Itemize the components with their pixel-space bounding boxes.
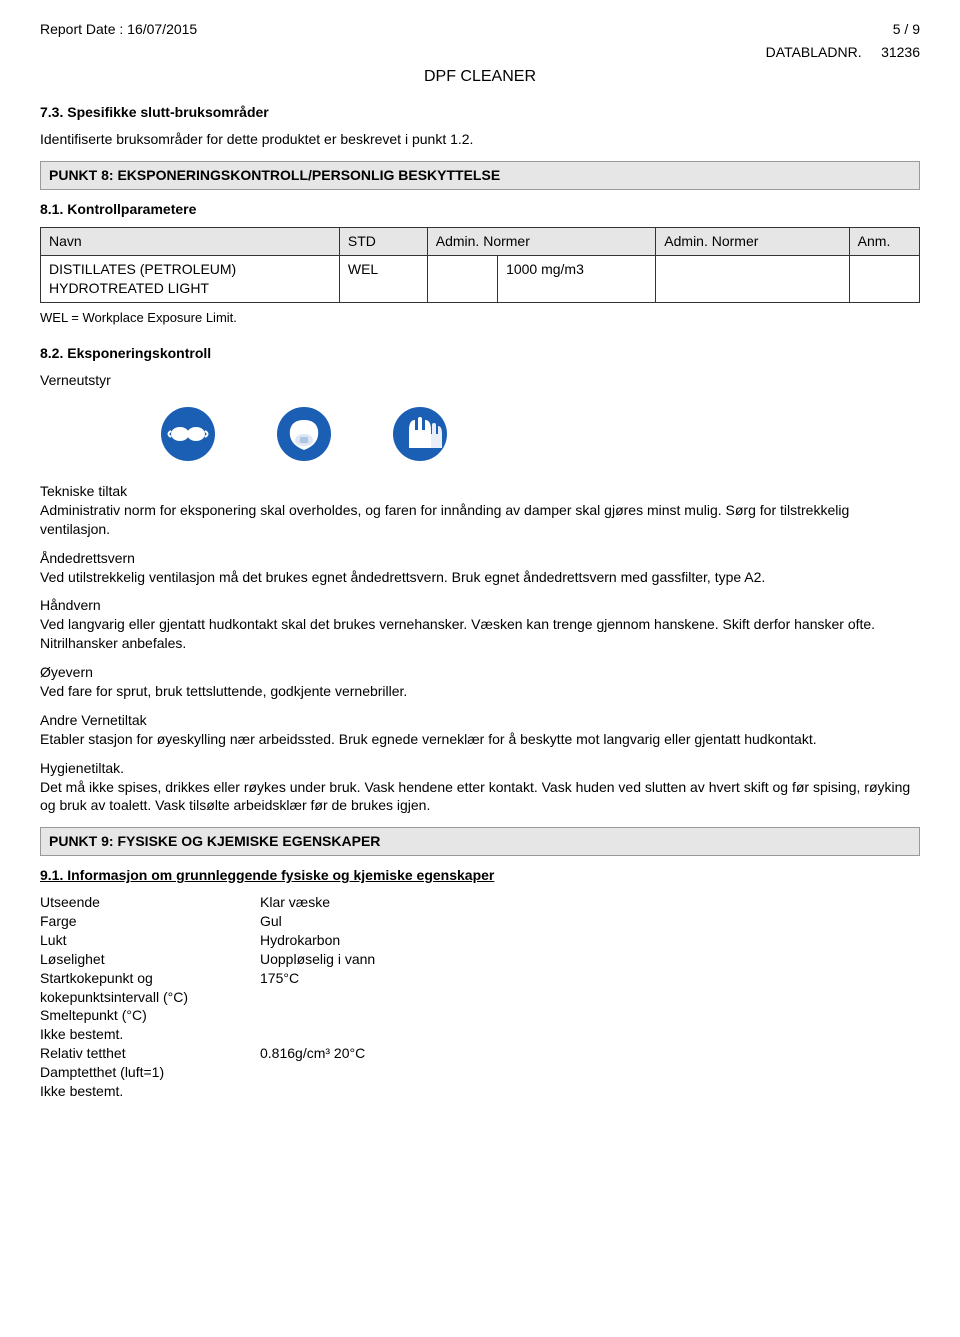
subsection-title: Andre Vernetiltak [40,711,920,730]
section-7-3-heading: 7.3. Spesifikke slutt-bruksområder [40,103,920,122]
property-label: Løselighet [40,950,260,969]
subsection-title: Tekniske tiltak [40,482,920,501]
ikke-bestemt: Ikke bestemt. [40,1082,920,1101]
param-table: Navn STD Admin. Normer Admin. Normer Anm… [40,227,920,303]
property-label: Lukt [40,931,260,950]
subsection-text: Etabler stasjon for øyeskylling nær arbe… [40,730,920,749]
property-row: LøselighetUoppløselig i vann [40,950,920,969]
subsection-title: Åndedrettsvern [40,549,920,568]
property-value: Uoppløselig i vann [260,950,375,969]
subsection-text: Ved fare for sprut, bruk tettsluttende, … [40,682,920,701]
property-row: FargeGul [40,912,920,931]
property-row: UtseendeKlar væske [40,893,920,912]
section-8-2-heading: 8.2. Eksponeringskontroll [40,344,920,363]
wel-note: WEL = Workplace Exposure Limit. [40,309,920,327]
property-value: 175°C [260,969,299,1007]
property-label: Farge [40,912,260,931]
subsection-text: Ved utilstrekkelig ventilasjon må det br… [40,568,920,587]
table-cell: DISTILLATES (PETROLEUM) HYDROTREATED LIG… [41,255,340,302]
table-header: Admin. Normer [427,227,656,255]
subsection-text: Det må ikke spises, drikkes eller røykes… [40,778,920,816]
section-8-1-heading: 8.1. Kontrollparametere [40,200,920,219]
table-header: Anm. [849,227,919,255]
respirator-icon [276,406,332,462]
subsection-title: Øyevern [40,663,920,682]
property-value: Klar væske [260,893,330,912]
table-row: DISTILLATES (PETROLEUM) HYDROTREATED LIG… [41,255,920,302]
table-header: Admin. Normer [656,227,849,255]
ikke-bestemt: Ikke bestemt. [40,1025,920,1044]
property-row: LuktHydrokarbon [40,931,920,950]
subsection-title: Håndvern [40,596,920,615]
property-value: Gul [260,912,282,931]
datablad-number: 31236 [881,44,920,60]
property-row: Relativ tetthet0.816g/cm³ 20°C [40,1044,920,1063]
page-title: DPF CLEANER [40,66,920,88]
table-cell: 1000 mg/m3 [498,255,656,302]
property-value: Hydrokarbon [260,931,340,950]
subsection-text: Ved langvarig eller gjentatt hudkontakt … [40,615,920,653]
table-header: STD [339,227,427,255]
table-cell [849,255,919,302]
table-cell: WEL [339,255,427,302]
verneutstyr-label: Verneutstyr [40,371,920,390]
subsection-title: Hygienetiltak. [40,759,920,778]
property-label: Smeltepunkt (°C) [40,1006,260,1025]
section-9-1-heading: 9.1. Informasjon om grunnleggende fysisk… [40,866,920,885]
goggles-icon [160,406,216,462]
table-cell [656,255,849,302]
property-row: Damptetthet (luft=1) [40,1063,920,1082]
punkt-8-bar: PUNKT 8: EKSPONERINGSKONTROLL/PERSONLIG … [40,161,920,190]
property-row: Startkokepunkt og kokepunktsintervall (°… [40,969,920,1007]
property-label: Utseende [40,893,260,912]
section-7-3-text: Identifiserte bruksområder for dette pro… [40,130,920,149]
table-cell [427,255,497,302]
gloves-icon [392,406,448,462]
property-label: Damptetthet (luft=1) [40,1063,260,1082]
table-header: Navn [41,227,340,255]
datablad-label: DATABLADNR. [766,44,862,60]
property-label: Relativ tetthet [40,1044,260,1063]
punkt-9-bar: PUNKT 9: FYSISKE OG KJEMISKE EGENSKAPER [40,827,920,856]
page-number: 5 / 9 [893,20,920,39]
property-label: Startkokepunkt og kokepunktsintervall (°… [40,969,260,1007]
property-value: 0.816g/cm³ 20°C [260,1044,365,1063]
ppe-icons-row [160,406,920,462]
subsection-text: Administrativ norm for eksponering skal … [40,501,920,539]
property-row: Smeltepunkt (°C) [40,1006,920,1025]
report-date: Report Date : 16/07/2015 [40,20,197,39]
